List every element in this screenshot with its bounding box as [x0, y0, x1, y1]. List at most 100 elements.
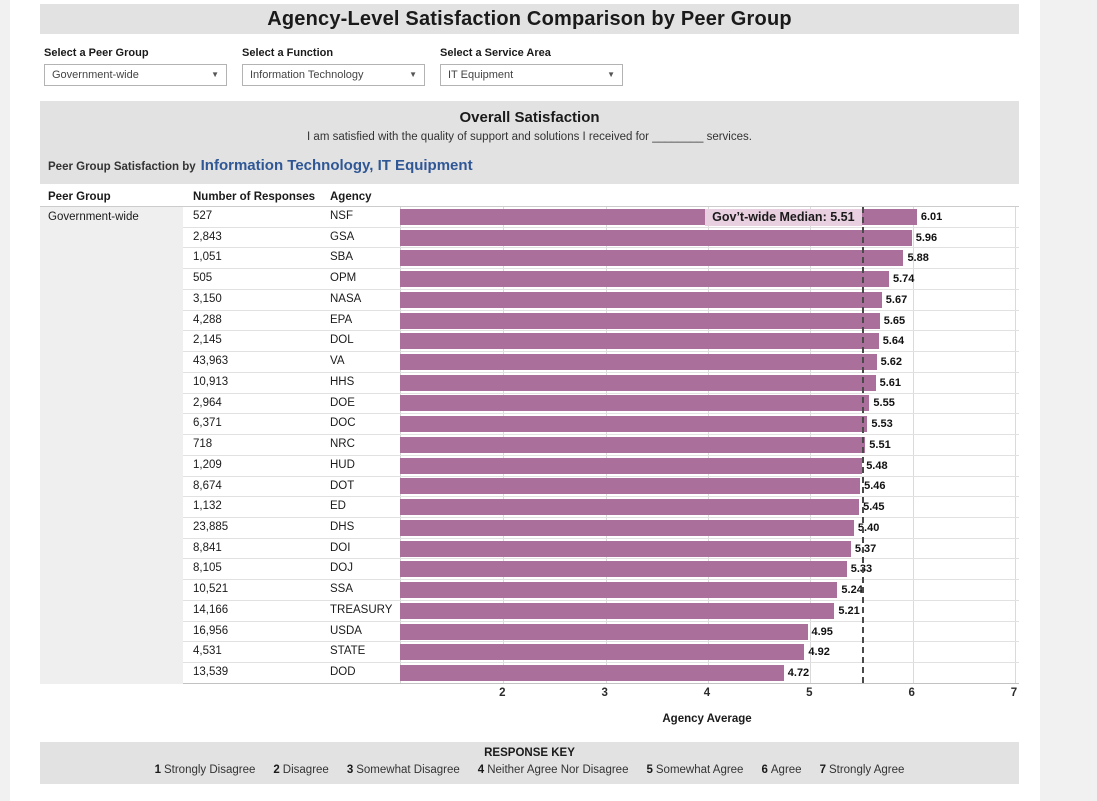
bar-cell: 4.92	[400, 642, 1019, 662]
table-row: 4,288 EPA 5.65	[183, 311, 1019, 332]
table-row: 43,963 VA 5.62	[183, 352, 1019, 373]
bar-value-label: 6.01	[920, 210, 943, 223]
agency-cell: DOD	[330, 666, 356, 679]
x-axis-tick: 3	[601, 687, 608, 699]
bar-value-label: 5.24	[841, 584, 863, 597]
table-row: 10,913 HHS 5.61	[183, 373, 1019, 394]
satisfaction-bar[interactable]	[400, 208, 917, 225]
chart-subtitle-highlight: Information Technology, IT Equipment	[200, 157, 473, 174]
table-row: 4,531 STATE 4.92	[183, 642, 1019, 664]
bar-cell: 5.51	[400, 435, 1019, 455]
satisfaction-bar[interactable]	[400, 457, 863, 474]
filter-service-area-dropdown[interactable]: IT Equipment ▼	[440, 64, 623, 86]
satisfaction-bar[interactable]	[400, 271, 889, 288]
bar-value-label: 5.37	[854, 542, 877, 555]
bar-value-label: 5.96	[915, 231, 938, 244]
bar-value-label: 5.51	[869, 438, 891, 451]
table-row: 14,166 TREASURY 5.21	[183, 601, 1019, 622]
satisfaction-bar[interactable]	[400, 436, 866, 453]
table-row: 527 NSF 6.01	[183, 207, 1019, 228]
filter-service-area-label: Select a Service Area	[440, 47, 551, 59]
bar-value-label: 5.46	[864, 480, 886, 493]
satisfaction-bar[interactable]	[400, 665, 784, 682]
filter-bar: Select a Peer Group Government-wide ▼ Se…	[44, 47, 1019, 86]
responses-cell: 4,531	[193, 645, 222, 658]
responses-cell: 4,288	[193, 313, 222, 326]
filter-peer-group-dropdown[interactable]: Government-wide ▼	[44, 64, 227, 86]
agency-cell: DOE	[330, 396, 355, 409]
satisfaction-bar[interactable]	[400, 478, 861, 495]
bar-cell: 5.53	[400, 414, 1019, 434]
bar-cell: 5.48	[400, 456, 1019, 476]
x-axis-tick: 7	[1010, 687, 1018, 699]
responses-cell: 8,674	[193, 479, 222, 492]
section-title: Overall Satisfaction	[459, 109, 600, 126]
agency-cell: VA	[330, 355, 345, 368]
bar-value-label: 5.21	[838, 604, 860, 617]
agency-cell: HUD	[330, 458, 355, 471]
table-row: 3,150 NASA 5.67	[183, 290, 1019, 311]
agency-cell: DOJ	[330, 562, 353, 575]
agency-cell: SSA	[330, 583, 354, 596]
filter-service-area: Select a Service Area IT Equipment ▼	[440, 47, 623, 86]
satisfaction-bar[interactable]	[400, 333, 879, 350]
filter-function-dropdown[interactable]: Information Technology ▼	[242, 64, 425, 86]
table-row: 8,841 DOI 5.37	[183, 539, 1019, 560]
satisfaction-bar[interactable]	[400, 519, 854, 536]
responses-cell: 23,885	[193, 521, 229, 534]
bar-cell: 5.55	[400, 394, 1019, 414]
responses-cell: 2,843	[193, 230, 222, 243]
bar-value-label: 4.92	[808, 646, 830, 659]
bar-value-label: 5.62	[880, 356, 903, 368]
bar-value-label: 5.33	[850, 563, 873, 576]
response-key-items: 1 Strongly Disagree 2 Disagree 3 Somewhat Dis…	[40, 764, 1019, 776]
responses-cell: 1,132	[193, 500, 222, 513]
chart-rows: 527 NSF 6.01 2,843 GSA 5.96 1,051 SBA 5.88 505 OPM…	[183, 207, 1019, 683]
agency-cell: DOT	[330, 479, 355, 492]
satisfaction-bar[interactable]	[400, 582, 838, 599]
satisfaction-bar[interactable]	[400, 395, 870, 412]
dashboard-content: Agency-Level Satisfaction Comparison by …	[40, 0, 1019, 784]
satisfaction-bar[interactable]	[400, 416, 868, 433]
bar-value-label: 5.64	[882, 335, 905, 348]
col-header-responses: Number of Responses	[193, 191, 316, 203]
satisfaction-bar[interactable]	[400, 354, 877, 370]
responses-cell: 2,964	[193, 396, 222, 409]
overall-satisfaction-banner: Overall Satisfaction I am satisfied with…	[40, 101, 1019, 184]
responses-cell: 8,841	[193, 541, 222, 554]
survey-question: I am satisfied with the quality of suppo…	[307, 131, 752, 143]
table-row: 8,674 DOT 5.46	[183, 477, 1019, 498]
satisfaction-bar[interactable]	[400, 374, 876, 391]
agency-cell: HHS	[330, 375, 355, 388]
bar-cell: 5.40	[400, 518, 1019, 538]
filter-service-area-value: IT Equipment	[448, 69, 514, 81]
responses-cell: 13,539	[193, 666, 229, 679]
satisfaction-bar[interactable]	[400, 499, 860, 516]
bar-cell: 4.72	[400, 663, 1019, 683]
x-axis-title: Agency Average	[662, 713, 752, 725]
gridline	[1015, 207, 1016, 683]
agency-cell: STATE	[330, 645, 366, 658]
response-key-title: RESPONSE KEY	[484, 747, 575, 759]
responses-cell: 14,166	[193, 603, 229, 616]
agency-cell: GSA	[330, 230, 355, 243]
response-key-banner: RESPONSE KEY 1 Strongly Disagree 2 Disagree…	[40, 742, 1019, 784]
satisfaction-bar[interactable]	[400, 623, 808, 640]
satisfaction-bar[interactable]	[400, 644, 805, 661]
satisfaction-bar[interactable]	[400, 250, 904, 267]
responses-cell: 718	[193, 438, 213, 451]
satisfaction-bar[interactable]	[400, 561, 847, 578]
filter-peer-group-label: Select a Peer Group	[44, 47, 149, 59]
satisfaction-bar[interactable]	[400, 291, 882, 308]
bar-cell: 4.95	[400, 622, 1019, 642]
response-key-item: 4 Neither Agree Nor Disagree	[477, 764, 629, 776]
bar-cell: 5.65	[400, 311, 1019, 331]
satisfaction-bar[interactable]	[400, 229, 912, 246]
satisfaction-bar[interactable]	[400, 312, 880, 329]
response-key-item: 1 Strongly Disagree	[154, 764, 256, 776]
bar-cell: 5.67	[400, 290, 1019, 310]
table-row: 23,885 DHS 5.40	[183, 518, 1019, 539]
satisfaction-bar[interactable]	[400, 602, 835, 619]
filter-peer-group-value: Government-wide	[52, 69, 139, 81]
satisfaction-bar[interactable]	[400, 540, 851, 557]
